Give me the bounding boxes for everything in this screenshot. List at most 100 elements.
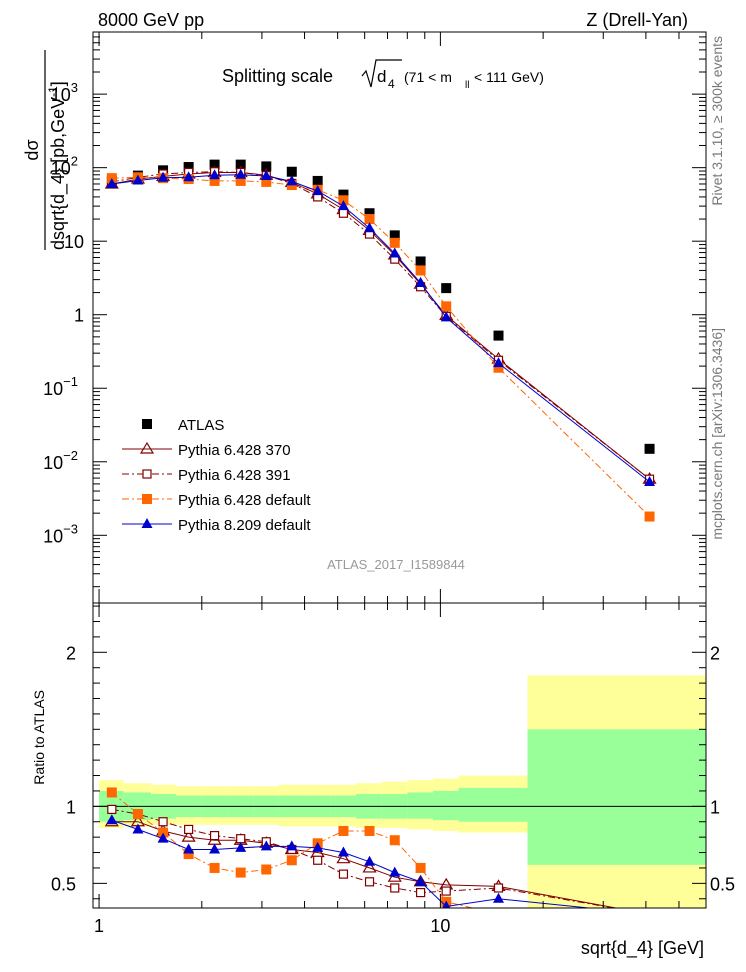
point-pythia-8-209-default (415, 276, 427, 287)
ratio-ytick-label-right: 1 (710, 797, 720, 817)
main-ytick-base: 10 (43, 379, 63, 399)
main-axis-ticks (93, 31, 707, 603)
legend-marker-pythia-6-428-default (142, 494, 152, 504)
ratio-line-pythia-6-428-370 (111, 821, 619, 908)
ratio-point-pythia-6-428-default (364, 825, 375, 836)
point-pythia-6-428-391 (338, 208, 349, 218)
main-ytick-base: 10 (43, 453, 63, 473)
main-ytick-label: 10−2 (43, 448, 78, 473)
ratio-point-pythia-6-428-default (415, 862, 426, 873)
ratio-line-pythia-6-428-391 (111, 808, 617, 908)
ratio-ytick-labels: 0.5 0.5 1 1 2 2 (51, 643, 735, 894)
main-ytick-base: 10 (51, 159, 71, 179)
point-pythia-8-209-default (644, 476, 656, 487)
point-pythia-6-428-default (261, 176, 272, 187)
main-ytick-label: 10 (64, 232, 84, 252)
ratio-ytick-label-right: 0.5 (710, 874, 735, 894)
legend: ATLAS Pythia 6.428 370 Pythia 6.428 391 Pyt… (122, 417, 311, 534)
ratio-line-pythia-6-428-default (111, 792, 475, 908)
ratio-series-pythia-8-209-default (106, 814, 594, 908)
main-ytick-label: 10−1 (43, 374, 78, 399)
main-ytick-base: 10 (43, 526, 63, 546)
ratio-point-pythia-6-428-391 (184, 824, 194, 835)
ratio-point-pythia-8-209-default (364, 855, 376, 866)
point-atlas (389, 230, 400, 241)
point-pythia-8-209-default (235, 168, 247, 179)
ratio-inner-band (407, 792, 433, 819)
main-ytick-exp: −1 (63, 374, 78, 389)
point-pythia-6-428-default (364, 214, 375, 225)
point-pythia-6-428-default (389, 237, 400, 248)
point-atlas (261, 161, 272, 172)
ratio-point-pythia-8-209-default (132, 823, 144, 834)
point-atlas (338, 189, 349, 200)
point-atlas (415, 256, 426, 267)
point-pythia-6-428-default (415, 265, 426, 276)
point-atlas (364, 208, 375, 219)
ratio-ytick-label-right: 2 (710, 643, 720, 663)
series-pythia-8-209-default (106, 168, 656, 487)
ratio-point-pythia-6-428-default (261, 864, 272, 875)
ratio-point-pythia-6-428-391 (390, 883, 400, 893)
ratio-bands (99, 675, 706, 908)
ratio-point-pythia-6-428-default (183, 849, 194, 860)
ratio-point-pythia-6-428-391 (364, 877, 375, 887)
point-pythia-8-209-default (286, 175, 298, 186)
ratio-point-pythia-6-428-default (286, 855, 297, 866)
ratio-point-pythia-8-209-default (235, 841, 247, 852)
point-atlas (493, 330, 504, 341)
ratio-inner-band (432, 790, 459, 821)
point-pythia-8-209-default (260, 170, 272, 181)
legend-label-pythia-6-428-391: Pythia 6.428 391 (178, 467, 291, 484)
ratio-point-pythia-8-209-default (442, 900, 451, 908)
ratio-series-pythia-6-428-default (106, 787, 475, 908)
main-title-range: (71 < m (404, 69, 452, 85)
header-right: Z (Drell-Yan) (586, 10, 688, 30)
ratio-point-pythia-8-209-default (415, 875, 427, 886)
ratio-point-pythia-8-209-default (157, 832, 169, 843)
ratio-point-pythia-6-428-391 (338, 869, 349, 879)
ratio-point-pythia-8-209-default (286, 840, 298, 851)
point-pythia-6-428-default (441, 301, 452, 312)
point-pythia-8-209-default (364, 222, 376, 233)
point-pythia-6-428-default (644, 511, 655, 522)
point-pythia-8-209-default (157, 171, 169, 182)
ratio-point-pythia-6-428-391 (209, 831, 220, 841)
ratio-inner-band (458, 787, 528, 822)
legend-label-atlas: ATLAS (178, 417, 224, 434)
main-ylabel-den: dsqrt{d_4} [pb,GeV (48, 97, 69, 250)
ratio-point-pythia-6-428-370 (336, 851, 351, 864)
ratio-point-pythia-6-428-391 (313, 855, 323, 865)
main-title: Splitting scale d 4 (71 < m ll < 111 GeV… (222, 59, 544, 91)
ratio-point-pythia-8-209-default (493, 892, 505, 903)
ratio-xlabel: sqrt{d_4} [GeV] (581, 938, 704, 959)
main-ytick-label: 102 (51, 154, 78, 179)
point-pythia-8-209-default (312, 185, 324, 196)
ratio-ylabel: Ratio to ATLAS (31, 690, 47, 785)
main-title-range-end: < 111 GeV) (474, 69, 544, 85)
ratio-series (104, 787, 619, 908)
main-ytick-exp: 2 (71, 154, 78, 169)
main-ytick-base: 10 (64, 232, 84, 252)
ratio-point-pythia-8-209-default (337, 846, 349, 857)
main-ylabel-den-group: dsqrt{d_4} [pb,GeV-1] (46, 81, 69, 250)
ratio-plot-frame (92, 602, 707, 909)
main-ylabel-end: ] (48, 81, 68, 86)
point-pythia-6-428-default (493, 362, 504, 373)
ratio-point-pythia-6-428-391 (158, 817, 168, 827)
point-atlas (286, 166, 297, 177)
rivet-label: Rivet 3.1.10, ≥ 300k events (709, 36, 725, 206)
header-left: 8000 GeV pp (98, 10, 204, 30)
ratio-point-pythia-6-428-391 (415, 887, 426, 898)
series-line-pythia-6-428-default (111, 176, 650, 517)
main-title-sqrt-sub: 4 (388, 77, 395, 91)
ratio-point-pythia-6-428-default (158, 827, 169, 838)
legend-entry-atlas: ATLAS (142, 417, 224, 434)
point-pythia-8-209-default (106, 177, 118, 188)
ratio-point-pythia-6-428-default (338, 825, 349, 836)
ratio-point-pythia-8-209-default (106, 814, 118, 825)
ratio-xtick-label: 10 (430, 916, 450, 936)
ratio-inner-band (527, 729, 706, 865)
main-title-range-sub: ll (465, 80, 469, 91)
